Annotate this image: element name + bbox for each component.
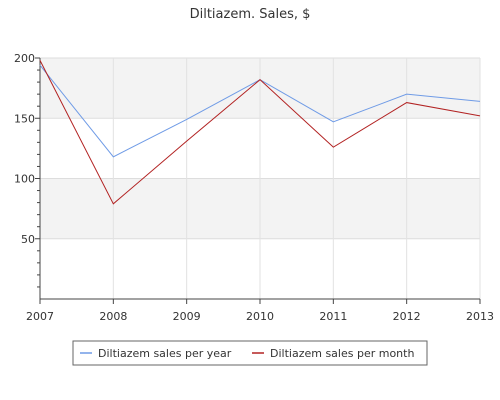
legend-box bbox=[72, 340, 428, 366]
y-tick-label-200: 200 bbox=[14, 52, 35, 65]
legend-label-per-year: Diltiazem sales per year bbox=[98, 347, 232, 360]
x-tick-label-2008: 2008 bbox=[99, 310, 127, 323]
y-tick-label-100: 100 bbox=[14, 173, 35, 186]
tick-labels: 50 100 150 200 2007 2008 2009 2010 2011 2012 2013 bbox=[14, 52, 494, 323]
chart-title: Diltiazem. Sales, $ bbox=[190, 7, 311, 22]
x-tick-label-2007: 2007 bbox=[26, 310, 54, 323]
legend-label-per-month: Diltiazem sales per month bbox=[270, 347, 414, 360]
x-tick-label-2009: 2009 bbox=[173, 310, 201, 323]
y-tick-label-50: 50 bbox=[21, 233, 35, 246]
series-lines bbox=[39, 60, 481, 205]
x-tick-label-2011: 2011 bbox=[319, 310, 347, 323]
axes bbox=[35, 57, 481, 304]
x-tick-label-2013: 2013 bbox=[466, 310, 494, 323]
gridlines bbox=[40, 57, 481, 299]
x-tick-label-2010: 2010 bbox=[246, 310, 274, 323]
x-tick-label-2012: 2012 bbox=[393, 310, 421, 323]
series-line-1 bbox=[39, 60, 481, 205]
y-tick-label-150: 150 bbox=[14, 112, 35, 125]
legend: Diltiazem sales per year Diltiazem sales… bbox=[72, 340, 428, 366]
